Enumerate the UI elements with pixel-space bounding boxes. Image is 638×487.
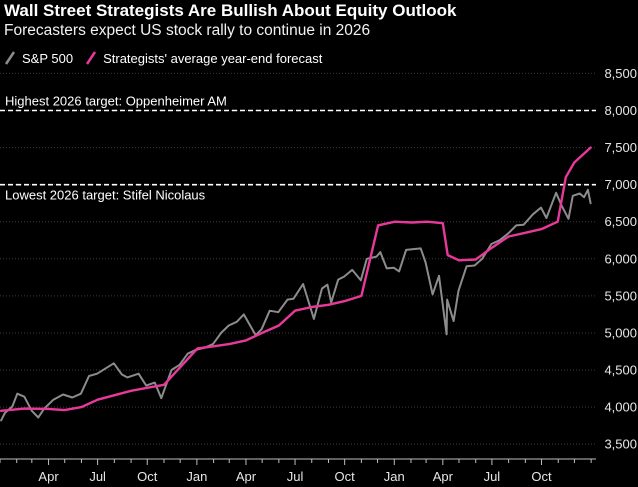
x-tick-label: Jul [89, 469, 106, 484]
legend-swatch-forecast [86, 51, 97, 65]
y-tick-label: 8,500 [604, 66, 637, 81]
x-tick-label: Oct [531, 469, 552, 484]
y-tick-label: 3,500 [604, 437, 637, 452]
chart-title: Wall Street Strategists Are Bullish Abou… [4, 1, 457, 20]
legend-label-sp500: S&P 500 [22, 50, 74, 66]
legend-swatch-sp500 [4, 51, 16, 65]
y-tick-label: 8,000 [604, 103, 637, 118]
chart-subtitle: Forecasters expect US stock rally to con… [4, 22, 371, 39]
y-tick-label: 6,000 [604, 251, 637, 266]
x-tick-label: Apr [433, 469, 454, 484]
x-tick-label: Apr [236, 469, 257, 484]
reference-line-label: Lowest 2026 target: Stifel Nicolaus [5, 188, 206, 203]
legend-item-forecast: Strategists' average year-end forecast [85, 50, 322, 66]
x-tick-label: Jul [287, 469, 304, 484]
x-tick-label: Jul [484, 469, 501, 484]
series-line-sp500 [0, 188, 592, 422]
y-tick-label: 4,000 [604, 400, 637, 415]
y-tick-label: 4,500 [604, 363, 637, 378]
legend-item-sp500: S&P 500 [4, 50, 73, 66]
y-tick-label: 6,500 [604, 214, 637, 229]
y-tick-label: 5,500 [604, 288, 637, 303]
legend: S&P 500 Strategists' average year-end fo… [4, 50, 328, 66]
y-tick-label: 5,000 [604, 325, 637, 340]
x-tick-label: Jan [384, 469, 405, 484]
legend-label-forecast: Strategists' average year-end forecast [103, 50, 323, 66]
x-tick-label: Apr [38, 469, 59, 484]
x-tick-label: Jan [186, 469, 207, 484]
y-tick-label: 7,500 [604, 140, 637, 155]
reference-line-label: Highest 2026 target: Oppenheimer AM [5, 93, 227, 108]
x-tick-label: Oct [335, 469, 356, 484]
x-tick-label: Oct [137, 469, 158, 484]
series-line-forecast [0, 146, 592, 412]
y-tick-label: 7,000 [604, 177, 637, 192]
